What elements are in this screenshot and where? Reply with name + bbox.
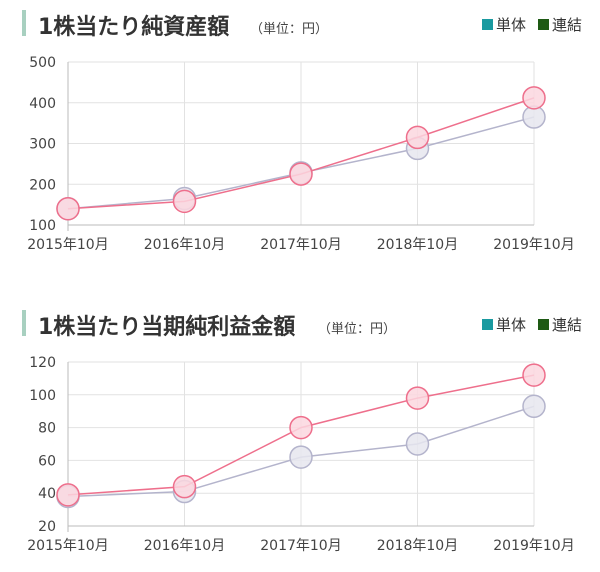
legend-item-single[interactable]: 単体 xyxy=(481,314,526,335)
y-tick-label: 120 xyxy=(29,355,56,371)
x-tick-label: 2019年10月 xyxy=(493,538,574,554)
data-point-pink xyxy=(172,189,197,214)
x-tick-label: 2015年10月 xyxy=(27,538,108,554)
data-point-gray xyxy=(405,432,430,456)
data-point-pink xyxy=(405,386,430,410)
net-assets-line-chart: 100 200 300 400 500 2015年10月 2016年10月 2017年10月 2… xyxy=(27,55,574,253)
data-point-gray xyxy=(289,445,313,469)
legend-swatch-consolidated xyxy=(537,19,549,30)
unit-label: （単位：円） xyxy=(250,22,329,37)
y-tick-label: 80 xyxy=(38,421,56,437)
legend-swatch-single xyxy=(481,319,493,330)
data-point-pink xyxy=(405,125,430,150)
legend-label-consolidated: 連結 xyxy=(551,316,582,334)
data-point-gray xyxy=(522,394,546,419)
y-tick-label: 300 xyxy=(29,137,56,153)
chart-header: 1株当たり純資産額 （単位：円） 単体 連結 xyxy=(22,8,592,40)
y-tick-label: 100 xyxy=(29,388,56,404)
net-assets-chart-panel: 1株当たり純資産額 （単位：円） 単体 連結 100 200 300 400 500 20… xyxy=(0,0,600,270)
legend-label-single: 単体 xyxy=(495,16,526,34)
y-tick-label: 400 xyxy=(29,96,56,112)
x-tick-label: 2016年10月 xyxy=(144,538,225,554)
x-tick-label: 2016年10月 xyxy=(144,237,225,253)
y-tick-label: 60 xyxy=(38,453,56,469)
x-tick-label: 2018年10月 xyxy=(377,538,458,554)
legend-item-single[interactable]: 単体 xyxy=(481,14,526,35)
chart-title: 1株当たり純資産額 xyxy=(38,15,230,40)
chart-title: 1株当たり当期純利益金額 xyxy=(38,315,296,340)
chart-legend: 単体 連結 xyxy=(481,14,582,35)
header-accent-bar xyxy=(22,10,26,36)
data-point-pink xyxy=(172,474,197,499)
net-income-line-chart: 20 40 60 80 100 120 2015年10月 2016年10月 2017年10月 20… xyxy=(27,355,574,554)
x-tick-label: 2017年10月 xyxy=(260,538,341,554)
x-tick-label: 2019年10月 xyxy=(493,237,574,253)
data-point-pink xyxy=(56,196,80,221)
data-point-pink xyxy=(522,363,546,387)
x-tick-label: 2018年10月 xyxy=(377,237,458,253)
unit-label: （単位：円） xyxy=(318,322,397,337)
y-tick-label: 200 xyxy=(29,177,56,193)
legend-label-consolidated: 連結 xyxy=(551,16,582,34)
x-tick-label: 2015年10月 xyxy=(27,237,108,253)
x-tick-label: 2017年10月 xyxy=(260,237,341,253)
data-point-pink xyxy=(289,162,313,186)
y-tick-label: 500 xyxy=(29,55,56,71)
legend-swatch-single xyxy=(481,19,493,30)
net-income-chart-panel: 1株当たり当期純利益金額 （単位：円） 単体 連結 20 40 60 80 100 120… xyxy=(0,300,600,572)
chart-header: 1株当たり当期純利益金額 （単位：円） 単体 連結 xyxy=(22,308,592,340)
y-tick-label: 40 xyxy=(38,486,56,502)
legend-item-consolidated[interactable]: 連結 xyxy=(537,314,582,335)
header-accent-bar xyxy=(22,310,26,336)
y-tick-label: 20 xyxy=(38,519,56,535)
legend-item-consolidated[interactable]: 連結 xyxy=(537,14,582,35)
legend-swatch-consolidated xyxy=(537,319,549,330)
chart-legend: 単体 連結 xyxy=(481,314,582,335)
data-point-pink xyxy=(289,415,313,440)
legend-label-single: 単体 xyxy=(495,316,526,334)
data-point-pink xyxy=(522,86,546,110)
data-point-pink xyxy=(56,483,80,507)
y-tick-label: 100 xyxy=(29,218,56,234)
